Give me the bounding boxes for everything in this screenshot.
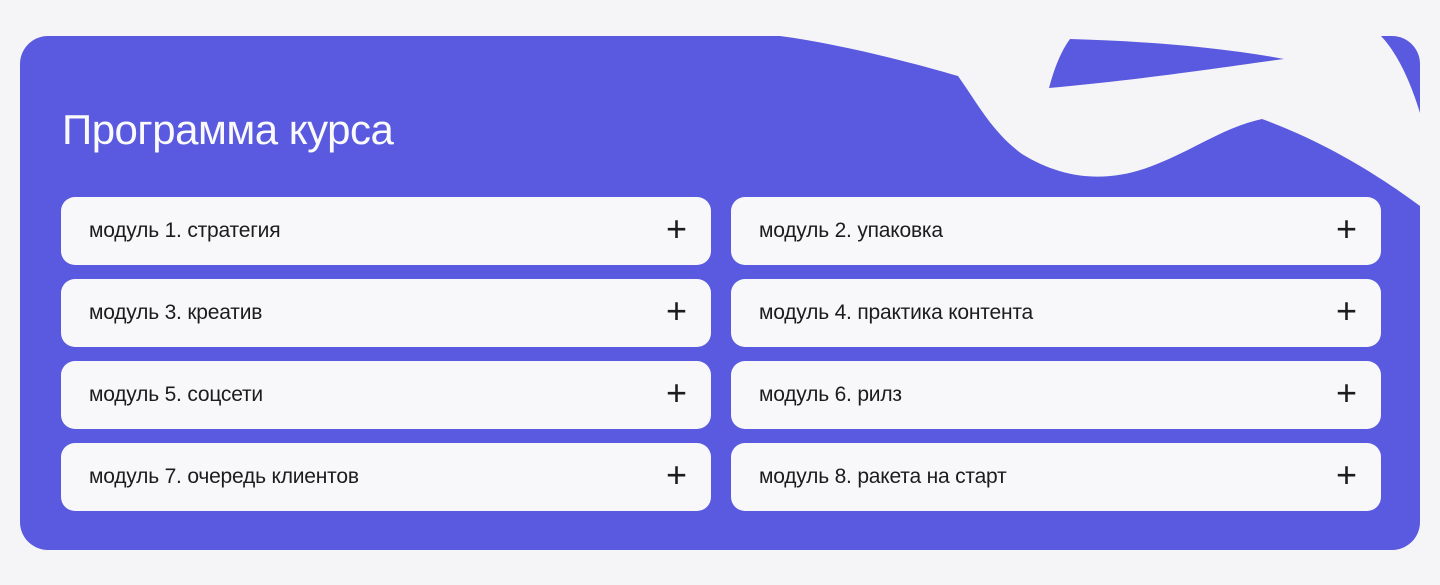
accordion-item[interactable]: модуль 6. рилз + <box>731 361 1381 429</box>
plus-icon[interactable]: + <box>1335 454 1357 495</box>
accordion-item-label: модуль 4. практика контента <box>759 301 1034 324</box>
plus-icon[interactable]: + <box>1335 290 1357 331</box>
plus-icon[interactable]: + <box>1335 372 1357 413</box>
accordion-item[interactable]: модуль 3. креатив + <box>61 279 711 347</box>
page-title: Программа курса <box>62 106 394 153</box>
accordion-item[interactable]: модуль 7. очередь клиентов + <box>61 443 711 511</box>
plus-icon[interactable]: + <box>665 290 687 331</box>
plus-icon[interactable]: + <box>665 454 687 495</box>
accordion-item-label: модуль 8. ракета на старт <box>759 465 1007 488</box>
accordion-item-label: модуль 6. рилз <box>759 383 902 406</box>
accordion-item[interactable]: модуль 1. стратегия + <box>61 197 711 265</box>
plus-icon[interactable]: + <box>1335 208 1357 249</box>
modules-grid: модуль 1. стратегия + модуль 2. упаковка… <box>61 197 1381 511</box>
plus-icon[interactable]: + <box>665 208 687 249</box>
accordion-item[interactable]: модуль 5. соцсети + <box>61 361 711 429</box>
accordion-item[interactable]: модуль 8. ракета на старт + <box>731 443 1381 511</box>
accordion-item-label: модуль 5. соцсети <box>89 383 263 406</box>
accordion-item-label: модуль 3. креатив <box>89 301 263 324</box>
accordion-item-label: модуль 1. стратегия <box>89 219 281 242</box>
plus-icon[interactable]: + <box>665 372 687 413</box>
accordion-item-label: модуль 7. очередь клиентов <box>89 465 359 488</box>
accordion-item-label: модуль 2. упаковка <box>759 219 943 242</box>
accordion-item[interactable]: модуль 2. упаковка + <box>731 197 1381 265</box>
accordion-item[interactable]: модуль 4. практика контента + <box>731 279 1381 347</box>
